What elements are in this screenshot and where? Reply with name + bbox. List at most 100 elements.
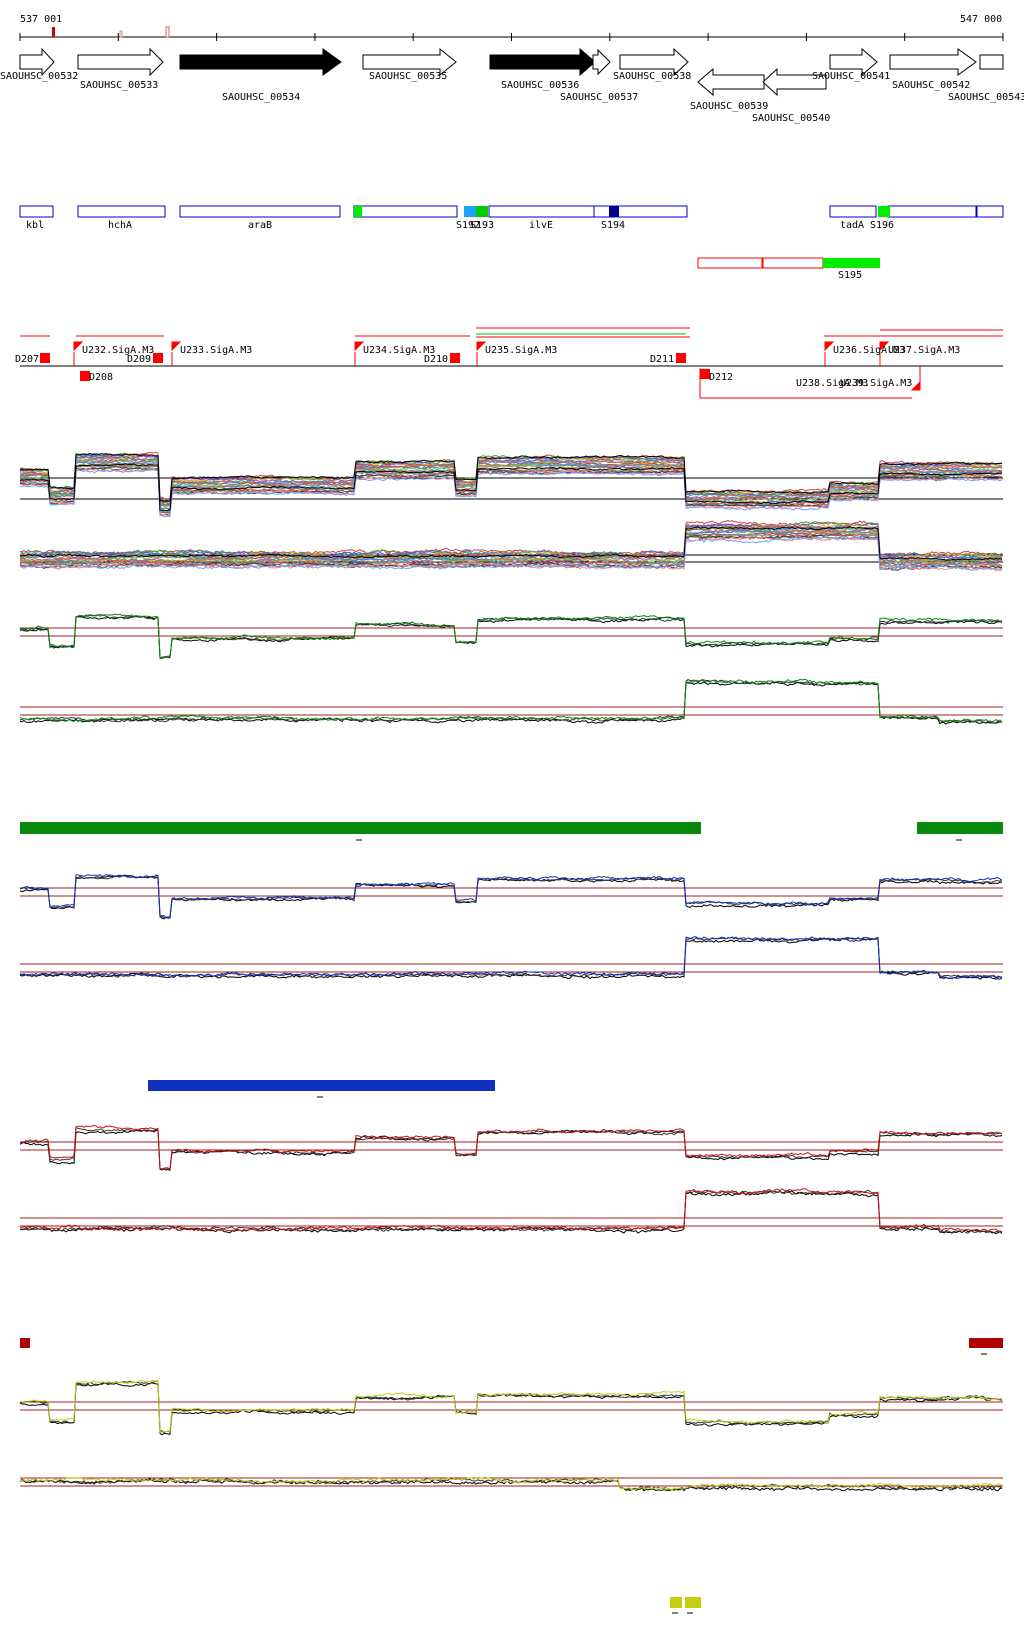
operon-segment-s195[interactable] xyxy=(823,258,880,268)
red-coverage-plus-reference xyxy=(20,1127,1003,1171)
yellow-coverage-plus xyxy=(20,1379,1003,1433)
feature-box-after-s196[interactable] xyxy=(887,205,977,218)
gene-labels: SAOUHSC_00532 SAOUHSC_00533 SAOUHSC_0053… xyxy=(0,71,1024,124)
operon-box-mid[interactable] xyxy=(762,257,824,269)
blue-coverage-minus xyxy=(19,936,1003,980)
feature-box-ilvE[interactable] xyxy=(488,205,595,218)
red-coverage-minus-reference xyxy=(19,1189,1003,1235)
multi-condition-track-plus xyxy=(19,451,1003,518)
feature-label-s195: S195 xyxy=(838,270,862,281)
green-coverage-plus-reference xyxy=(19,615,1003,659)
feature-label-tadA: tadA xyxy=(840,220,864,231)
coverage-line-plus xyxy=(19,458,1003,506)
terminator-label-d212: D212 xyxy=(709,372,733,383)
feature-label-s196: S196 xyxy=(870,220,894,231)
gene-arrow-00532[interactable] xyxy=(19,47,55,77)
gene-arrow-00538[interactable] xyxy=(619,47,689,77)
gene-label-00542: SAOUHSC_00542 xyxy=(892,80,970,91)
ruler-end-label: 547 000 xyxy=(960,14,1002,25)
yellow-region-bar-2[interactable] xyxy=(685,1597,701,1608)
feature-box-araB[interactable] xyxy=(179,205,341,218)
terminator-label-d210: D210 xyxy=(424,354,448,365)
red-coverage-plus xyxy=(19,1124,1003,1170)
coverage-line-plus xyxy=(19,459,1003,508)
coverage-line-minus xyxy=(19,526,1003,561)
green-coverage-minus xyxy=(19,678,1003,724)
feature-label-s192: S192 xyxy=(456,220,480,231)
ruler-marker-orange-1 xyxy=(119,30,123,38)
coverage-line-plus xyxy=(19,467,1003,514)
blue-coverage-plus xyxy=(19,873,1003,918)
gene-arrow-00534[interactable] xyxy=(179,48,342,76)
yellow-condition-tracks xyxy=(19,1379,1003,1614)
promoter-label-u236: U236.SigA.M3 xyxy=(833,345,905,356)
red-region-bar-2[interactable] xyxy=(969,1338,1003,1348)
promoter-label-u235: U235.SigA.M3 xyxy=(485,345,557,356)
coverage-line-plus xyxy=(19,452,1003,502)
gene-label-00541: SAOUHSC_00541 xyxy=(812,71,890,82)
gene-arrow-00537[interactable] xyxy=(592,48,611,76)
blue-coverage-plus-reference xyxy=(19,874,1003,919)
feature-box-end[interactable] xyxy=(976,205,1004,218)
gene-label-00536: SAOUHSC_00536 xyxy=(501,80,579,91)
gene-arrow-00535[interactable] xyxy=(362,47,457,77)
gene-arrow-00536[interactable] xyxy=(489,47,596,77)
gene-arrow-00533[interactable] xyxy=(77,47,164,77)
ruler-start-label: 537 001 xyxy=(20,14,62,25)
blue-region-bar[interactable] xyxy=(148,1080,495,1091)
feature-label-kbl: kbl xyxy=(26,220,44,231)
coverage-line-plus xyxy=(19,464,1003,512)
feature-box-tadA[interactable] xyxy=(829,205,877,218)
green-region-bar-1[interactable] xyxy=(20,822,701,834)
gene-label-00543: SAOUHSC_00543 xyxy=(948,92,1024,103)
red-region-bar-1[interactable] xyxy=(20,1338,30,1348)
feature-label-s193: S193 xyxy=(470,220,494,231)
feature-label-s194: S194 xyxy=(601,220,625,231)
feature-box-s194[interactable] xyxy=(593,205,688,218)
gene-arrow-00539[interactable] xyxy=(697,67,765,97)
coordinate-ruler: 537 001 547 000 xyxy=(19,14,1004,41)
ruler-ticks xyxy=(19,33,1004,41)
feature-label-araB: araB xyxy=(248,220,272,231)
feature-box-segment[interactable] xyxy=(353,205,458,218)
feature-mark-green-3 xyxy=(878,206,890,217)
gene-label-00534: SAOUHSC_00534 xyxy=(222,92,300,103)
gene-arrow-00540[interactable] xyxy=(762,67,827,97)
feature-box-hchA[interactable] xyxy=(77,205,166,218)
yellow-region-bar-1[interactable] xyxy=(670,1597,682,1608)
terminator-label-d207: D207 xyxy=(15,354,39,365)
feature-box-kbl[interactable] xyxy=(19,205,54,218)
gene-label-00535: SAOUHSC_00535 xyxy=(369,71,447,82)
gene-arrow-00543[interactable] xyxy=(979,54,1004,70)
gene-label-00533: SAOUHSC_00533 xyxy=(80,80,158,91)
green-region-bar-2[interactable] xyxy=(917,822,1003,834)
operon-box-left[interactable] xyxy=(697,257,763,269)
promoter-label-u238: U238.SigA.M3 xyxy=(796,378,868,389)
terminator-blocks xyxy=(40,353,710,381)
gene-label-00537: SAOUHSC_00537 xyxy=(560,92,638,103)
gene-arrow-00542[interactable] xyxy=(889,48,977,76)
coverage-line-plus xyxy=(19,469,1003,518)
promoter-label-u232: U232.SigA.M3 xyxy=(82,345,154,356)
blue-condition-tracks xyxy=(19,873,1003,1098)
gene-arrow-00541[interactable] xyxy=(829,47,878,77)
gene-label-00532: SAOUHSC_00532 xyxy=(0,71,78,82)
feature-label-ilvE: ilvE xyxy=(529,220,553,231)
ruler-marker-orange-2 xyxy=(165,26,170,38)
ruler-marker-red xyxy=(52,27,55,37)
yellow-coverage-plus-reference xyxy=(19,1382,1003,1436)
feature-mark-green-1 xyxy=(354,206,362,217)
multi-condition-track-minus xyxy=(19,519,1003,572)
feature-mark-green-2 xyxy=(476,206,488,217)
red-coverage-minus xyxy=(19,1188,1003,1233)
promoter-label-u239: U239.SigA.M3 xyxy=(840,378,912,389)
coverage-line-minus xyxy=(19,535,1003,572)
gene-label-00540: SAOUHSC_00540 xyxy=(752,113,830,124)
gene-label-00538: SAOUHSC_00538 xyxy=(613,71,691,82)
coverage-line-plus xyxy=(19,463,1003,512)
terminator-label-d211: D211 xyxy=(650,354,674,365)
promoter-track: U232.SigA.M3 U233.SigA.M3 U234.SigA.M3 U… xyxy=(15,327,1003,399)
gene-track xyxy=(19,47,1004,97)
promoter-flags xyxy=(73,341,921,391)
